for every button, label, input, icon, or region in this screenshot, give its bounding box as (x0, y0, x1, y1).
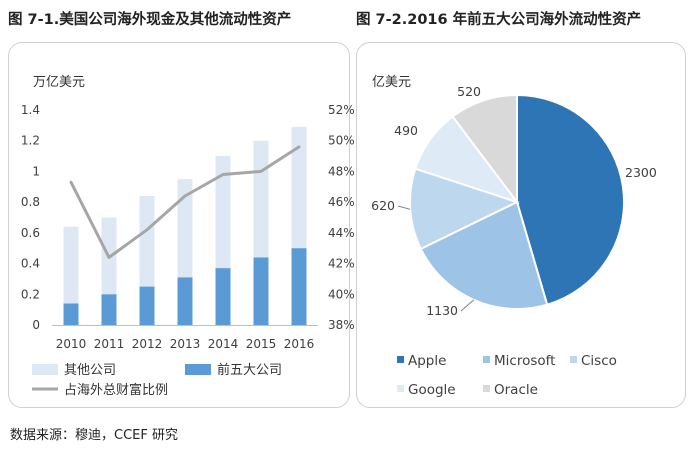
y-tick-label: 1 (32, 164, 40, 178)
source-note: 数据来源：穆迪，CCEF 研究 (10, 428, 178, 443)
y2-tick-label: 48% (328, 164, 355, 178)
bar-other-companies (139, 196, 155, 287)
pie-legend-label: Google (408, 382, 456, 398)
y2-tick-label: 50% (328, 134, 355, 148)
pie-legend-label: Oracle (494, 382, 538, 398)
y2-tick-label: 40% (328, 287, 355, 301)
bar-other-companies (291, 126, 307, 249)
y-tick-label: 0 (32, 318, 40, 332)
bar-top-five-companies (63, 303, 79, 325)
bar-top-five-companies (215, 268, 231, 325)
legend-swatch-other (32, 364, 58, 375)
y-tick-label: 1.4 (21, 103, 40, 117)
pie-data-label: 1130 (426, 303, 458, 318)
pie-data-label: 490 (394, 123, 418, 138)
legend-label-other: 其他公司 (64, 363, 116, 378)
bar-top-five-companies (253, 257, 269, 325)
y-tick-label: 0.8 (21, 195, 40, 209)
y2-tick-label: 44% (328, 226, 355, 240)
bar-other-companies (215, 156, 231, 269)
pie-legend-swatch (570, 356, 577, 363)
pie-slice-oracle (451, 93, 518, 205)
pie-legend-swatch (483, 356, 490, 363)
pie-legend-label: Apple (408, 353, 446, 369)
y-tick-label: 1.2 (21, 134, 40, 148)
pie-legend-swatch (483, 385, 490, 392)
pie-slice-apple (516, 93, 626, 306)
legend-swatch-top-five (185, 364, 211, 375)
legend-label-top-five: 前五大公司 (217, 362, 282, 378)
x-tick-label: 2013 (170, 337, 201, 351)
pie-unit-label: 亿美元 (372, 75, 411, 90)
bar-other-companies (177, 179, 193, 278)
bar-top-five-companies (291, 248, 307, 325)
x-tick-label: 2014 (208, 337, 239, 351)
x-tick-label: 2012 (132, 337, 163, 351)
y-tick-label: 0.2 (21, 287, 40, 301)
y-axis-unit-label: 万亿美元 (33, 75, 85, 90)
x-tick-label: 2016 (284, 337, 315, 351)
x-tick-label: 2011 (94, 337, 125, 351)
legend-label-ratio: 占海外总财富比例 (64, 382, 168, 398)
x-tick-label: 2015 (246, 337, 277, 351)
pie-legend-swatch (397, 356, 404, 363)
left-chart-title: 图 7-1.美国公司海外现金及其他流动性资产 (8, 12, 292, 28)
pie-data-label: 2300 (625, 165, 657, 180)
bar-top-five-companies (101, 294, 117, 325)
pie-legend-swatch (397, 385, 404, 392)
y-tick-label: 0.6 (21, 226, 40, 240)
bar-other-companies (253, 140, 269, 258)
x-tick-label: 2010 (56, 337, 87, 351)
right-chart-title: 图 7-2.2016 年前五大公司海外流动性资产 (356, 12, 642, 28)
pie-legend-label: Microsoft (494, 353, 555, 369)
pie-slice-cisco (409, 167, 520, 251)
y-tick-label: 0.4 (21, 257, 40, 271)
y2-tick-label: 46% (328, 195, 355, 209)
pie-leader-line (397, 205, 411, 210)
bar-top-five-companies (177, 277, 193, 325)
pie-leader-line (460, 299, 475, 312)
pie-data-label: 620 (371, 198, 395, 213)
bar-top-five-companies (139, 286, 155, 325)
pie-legend-label: Cisco (581, 353, 617, 369)
y2-tick-label: 52% (328, 103, 355, 117)
pie-data-label: 520 (457, 84, 481, 99)
y2-tick-label: 38% (328, 318, 355, 332)
ratio-line-series (69, 145, 301, 259)
y2-tick-label: 42% (328, 257, 355, 271)
bar-other-companies (63, 226, 79, 304)
